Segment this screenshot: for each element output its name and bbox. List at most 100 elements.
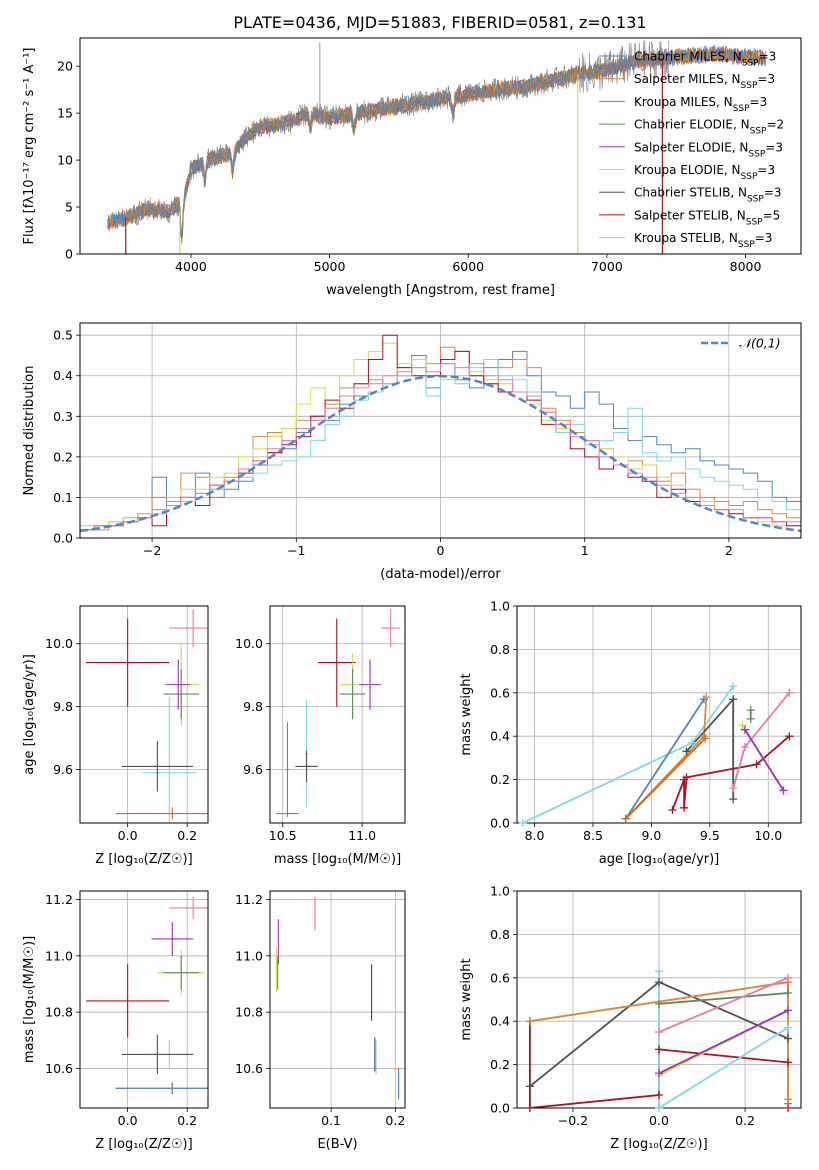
mass_vs_Z-xtick-label-1: 0.2 [177,1113,197,1128]
spectrum-legend-label-5: Kroupa ELODIE, NSSP=3 [634,163,775,182]
massweight_vs_age-marker-8-1 [779,786,788,795]
spectrum-legend-suffix-8: =3 [755,231,773,245]
massweight_vs_age-marker-5-2 [680,803,689,812]
massweight_vs_age-ytick-label-3: 0.6 [490,685,510,700]
spectrum-legend-label-4: Salpeter ELODIE, NSSP=3 [634,140,783,159]
normal-legend-label: 𝒩(0,1) [739,336,781,351]
spectrum-ytick-label-3: 15 [57,106,73,121]
massweight_vs_age-marker-5-3 [682,773,691,782]
spectrum-legend-suffix-5: =3 [757,163,775,177]
massweight_vs_age-marker-6-2 [785,688,794,697]
spectrum-xlabel: wavelength [Angstrom, rest frame] [326,283,555,298]
mass_vs_ebv-ytick-label-3: 11.2 [235,892,263,907]
massweight_vs_Z-marker-4-1 [784,988,793,997]
residuals-ylabel: Normed distribution [22,366,37,496]
massweight_vs_Z-ytick-label-4: 0.8 [490,927,510,942]
massweight_vs_age-ytick-label-4: 0.8 [490,642,510,657]
massweight_vs_age-series-3 [625,737,706,820]
mass_vs_ebv-xlabel: E(B-V) [317,1137,357,1152]
massweight_vs_age-ylabel: mass weight [459,673,474,755]
massweight_vs_Z-marker-0-1 [525,1104,534,1112]
spectrum-axes: 4000 5000 6000 7000 8000 0 5 10 15 20 wavelength [… [22,37,802,298]
massweight_vs_age-marker-9-0 [746,714,755,723]
massweight_vs_age-frame [516,605,802,824]
massweight_vs_age-marker-5-0 [668,805,677,814]
mass_vs_ebv-ytick-label-1: 10.8 [235,1005,263,1020]
massweight_vs_age-marker-6-0 [729,784,738,793]
age_vs_Z-ylabel: age [log₁₀(age/yr)] [22,654,37,775]
massweight_vs_Z-marker-1-1 [655,978,663,987]
age_vs_mass-plot [276,609,401,817]
age_vs_Z-ytick-label-2: 10.0 [45,636,73,651]
massweight_vs_age-ytick-label-0: 0.0 [490,816,510,831]
massweight_vs_age-xlabel: age [log₁₀(age/yr)] [599,852,720,867]
spectrum-legend-suffix-7: =5 [763,208,781,222]
massweight_vs_age-plot [522,685,790,823]
massweight_vs_Z-marker-5-1 [784,973,793,982]
mass_vs_Z-ytick-label-0: 10.6 [45,1061,73,1076]
massweight_vs_age-marker-3-0 [621,814,630,823]
residuals-axes: −2 −1 0 1 2 0.0 0.1 0.2 0.3 0.4 0.5 (data-model)/er… [22,322,802,582]
mass_vs_Z-frame [79,890,209,1109]
massweight_vs_age-marker-2-2 [702,693,711,702]
spectrum-xtick-label-2: 6000 [452,259,484,274]
mass_vs_ebv-ytick-label-2: 11.0 [235,948,263,963]
mass_vs_Z-xtick-label-0: 0.0 [118,1113,138,1128]
massweight_vs_age-xtick-label-1: 8.5 [583,828,603,843]
residuals-ytick-label-5: 0.5 [53,328,73,343]
massweight_vs_Z-series-7 [658,1009,789,1075]
mass_vs_Z-ytick-label-2: 11.0 [45,948,73,963]
massweight_vs_Z-ytick-label-3: 0.6 [490,970,510,985]
massweight_vs_age-series-8 [744,729,785,791]
spectrum-legend-label-2: Kroupa MILES, NSSP=3 [634,95,767,114]
residuals-ytick-label-2: 0.2 [53,449,73,464]
spectrum-legend-label-8: Kroupa STELIB, NSSP=3 [634,231,772,250]
massweight_vs_age-axes: 8.0 8.5 9.0 9.5 10.0 0.0 0.2 0.4 0.6 0.8 1.0 age [l… [459,599,802,867]
massweight_vs_Z-ytick-label-5: 1.0 [490,884,510,899]
residuals-frame [79,322,802,539]
mass_vs_ebv-xtick-label-1: 0.2 [385,1113,405,1128]
spectrum-ytick-label-0: 0 [65,247,73,262]
massweight_vs_Z-marker-8-0 [655,967,663,976]
massweight_vs_age-marker-4-1 [729,695,738,704]
age_vs_Z-plot [85,609,208,823]
massweight_vs_Z-marker-0-2 [655,1090,663,1099]
mass_vs_ebv-ytick-label-0: 10.6 [235,1061,263,1076]
massweight_vs_age-marker-5-5 [785,732,794,741]
massweight_vs_age-marker-9-1 [746,706,755,715]
age_vs_Z-frame [79,605,209,824]
massweight_vs_age-marker-0-0 [518,819,527,827]
age_vs_Z-xtick-label-0: 0.0 [118,828,138,843]
massweight_vs_Z-marker-8-2 [784,1023,793,1032]
spectrum-series-8 [107,44,767,237]
massweight_vs_Z-ylabel: mass weight [459,958,474,1040]
spectrum-legend-suffix-2: =3 [750,95,768,109]
normal-curve [80,374,801,533]
spectrum-legend-sub-1: SSP [741,81,758,91]
age_vs_Z-xtick-label-1: 0.2 [177,828,197,843]
spectrum-legend-label-1: Salpeter MILES, NSSP=3 [634,72,775,91]
residuals-ytick-label-4: 0.4 [53,368,73,383]
massweight_vs_Z-marker-1-0 [525,1082,534,1091]
age_vs_mass-ytick-label-1: 9.8 [243,699,263,714]
massweight_vs_Z-ytick-label-1: 0.2 [490,1057,510,1072]
massweight_vs_age-series-6 [732,692,790,789]
age_vs_mass-ytick-label-2: 10.0 [235,636,263,651]
spectrum-ytick-label-4: 20 [57,59,73,74]
mass_vs_Z-xlabel: Z [log₁₀(Z/Z☉)] [95,1137,192,1152]
massweight_vs_age-marker-0-2 [729,682,738,691]
massweight_vs_age-ytick-label-1: 0.2 [490,772,510,787]
massweight_vs_Z-marker-4-0 [655,999,663,1008]
massweight_vs_age-marker-8-0 [740,725,749,734]
spectrum-ytick-label-2: 10 [57,153,73,168]
mass_vs_Z-ylabel: mass [log₁₀(M/M☉)] [22,936,37,1063]
age_vs_mass-axes: 10.5 11.0 9.6 9.8 10.0 mass [log₁₀(M/M☉)] [235,605,406,867]
mass_vs_Z-plot [85,896,208,1094]
massweight_vs_Z-xlabel: Z [log₁₀(Z/Z☉)] [610,1137,707,1152]
spectrum-legend-sub-7: SSP [746,217,763,227]
spectrum-legend-suffix-3: =2 [766,118,784,132]
spectrum-legend-sub-6: SSP [747,195,764,205]
residuals-xlabel: (data-model)/error [380,567,501,582]
spectrum-xtick-label-1: 5000 [314,259,346,274]
